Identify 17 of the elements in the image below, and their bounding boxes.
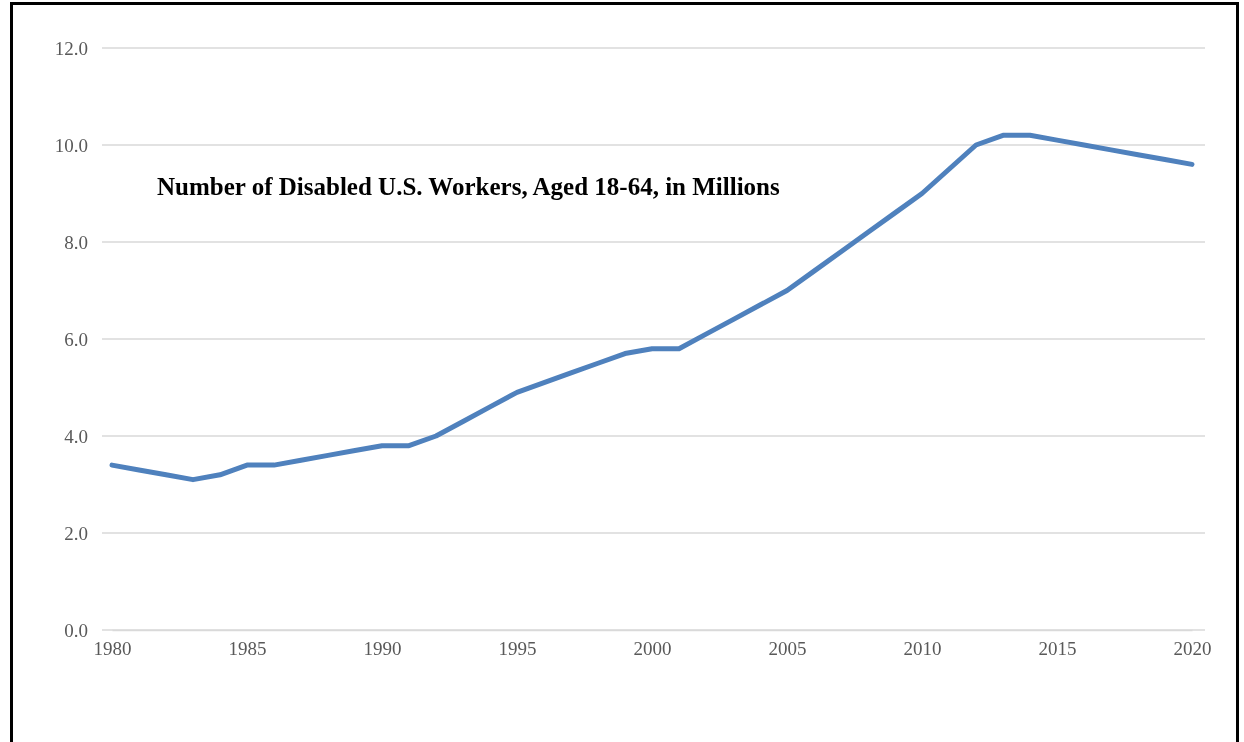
y-tick-label: 8.0 [64, 231, 88, 253]
x-tick-label: 1990 [363, 638, 402, 660]
y-tick-label: 6.0 [64, 328, 88, 350]
y-tick-label: 4.0 [64, 425, 88, 447]
y-tick-label: 2.0 [64, 522, 88, 544]
x-tick-label: 2010 [903, 638, 942, 660]
x-tick-label: 2020 [1173, 638, 1212, 660]
x-tick-label: 2000 [633, 638, 672, 660]
x-tick-label: 1995 [498, 638, 537, 660]
x-tick-label: 2015 [1038, 638, 1077, 660]
y-tick-label: 10.0 [54, 134, 88, 156]
x-tick-label: 1985 [228, 638, 267, 660]
x-tick-label: 2005 [768, 638, 807, 660]
y-tick-label: 0.0 [64, 619, 88, 641]
x-tick-label: 1980 [93, 638, 132, 660]
text: Number of Disabled U.S. Workers, Aged 18-64, in Millions [157, 173, 781, 200]
y-tick-label: 12.0 [54, 37, 88, 59]
